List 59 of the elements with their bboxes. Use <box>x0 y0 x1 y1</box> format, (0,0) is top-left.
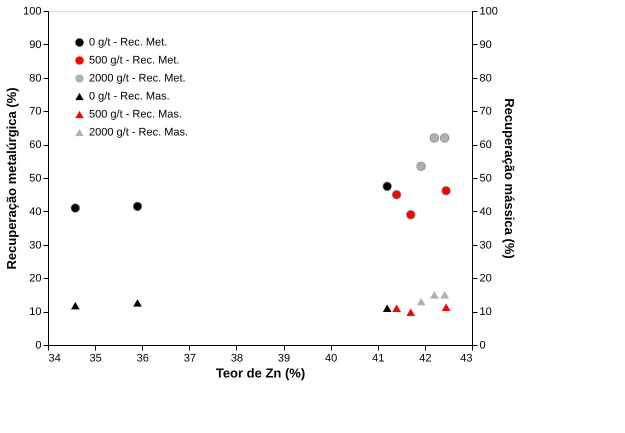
point <box>416 162 426 172</box>
x-tick-label: 41 <box>372 352 384 364</box>
legend-label: 0 g/t - Rec. Met. <box>89 36 168 48</box>
point <box>440 291 450 299</box>
y-tick-label: 30 <box>29 239 42 252</box>
x-tick-label: 39 <box>278 352 290 364</box>
y2-tick-label: 10 <box>480 306 492 318</box>
y2-tick-label: 50 <box>480 172 492 184</box>
point <box>70 203 80 213</box>
point <box>440 133 450 143</box>
y-tick-label: 50 <box>29 172 42 184</box>
y2-tick-label: 60 <box>480 139 492 152</box>
y-tick-label: 90 <box>29 38 42 51</box>
y2-tick-label: 0 <box>480 340 486 352</box>
point <box>132 202 142 212</box>
x-tick-label: 36 <box>136 352 149 364</box>
legend-label: 2000 g/t - Rec. Met. <box>89 72 186 84</box>
y-tick-label: 10 <box>29 306 42 318</box>
y2-tick-label: 20 <box>480 272 492 285</box>
point <box>416 298 426 306</box>
x-tick-label: 38 <box>230 352 244 364</box>
y-tick-label: 100 <box>23 6 42 18</box>
legend-label: 0 g/t - Rec. Mas. <box>89 90 170 102</box>
y-tick-label: 20 <box>29 272 42 285</box>
point <box>392 190 402 200</box>
x-tick-label: 35 <box>89 352 102 364</box>
point <box>441 186 451 196</box>
y2-axis-title: Recuperação mássica (%) <box>502 98 517 259</box>
y2-tick-label: 100 <box>480 6 498 18</box>
point <box>70 302 80 310</box>
y2-tick-label: 40 <box>480 206 492 218</box>
y-tick-label: 40 <box>29 206 42 218</box>
point <box>430 133 440 143</box>
x-tick-label: 43 <box>460 352 472 364</box>
y2-tick-label: 90 <box>480 38 492 51</box>
point <box>382 182 392 192</box>
legend-label: 2000 g/t - Rec. Mas. <box>89 126 188 138</box>
y2-tick-label: 30 <box>480 239 492 252</box>
point <box>382 304 392 312</box>
point <box>133 299 142 307</box>
point <box>392 304 401 312</box>
y-tick-label: 0 <box>35 340 42 352</box>
point <box>442 304 450 312</box>
x-tick-label: 34 <box>48 352 61 364</box>
y2-tick-label: 70 <box>480 106 492 118</box>
y2-tick-label: 80 <box>480 72 492 84</box>
x-tick-label: 37 <box>184 352 196 364</box>
y-axis-title: Recuperação metalúrgica (%) <box>4 87 20 270</box>
point <box>406 210 416 220</box>
legend-label: 500 g/t - Rec. Mas. <box>89 108 182 120</box>
x-tick-label: 42 <box>419 352 432 364</box>
y-tick-label: 60 <box>29 139 42 152</box>
x-axis-title: Teor de Zn (%) <box>216 366 306 380</box>
x-tick-label: 40 <box>325 352 338 364</box>
y-tick-label: 80 <box>29 72 42 84</box>
legend-label: 500 g/t - Rec. Met. <box>89 54 180 66</box>
y-tick-label: 70 <box>29 106 42 118</box>
point <box>430 291 439 299</box>
point <box>406 308 416 316</box>
